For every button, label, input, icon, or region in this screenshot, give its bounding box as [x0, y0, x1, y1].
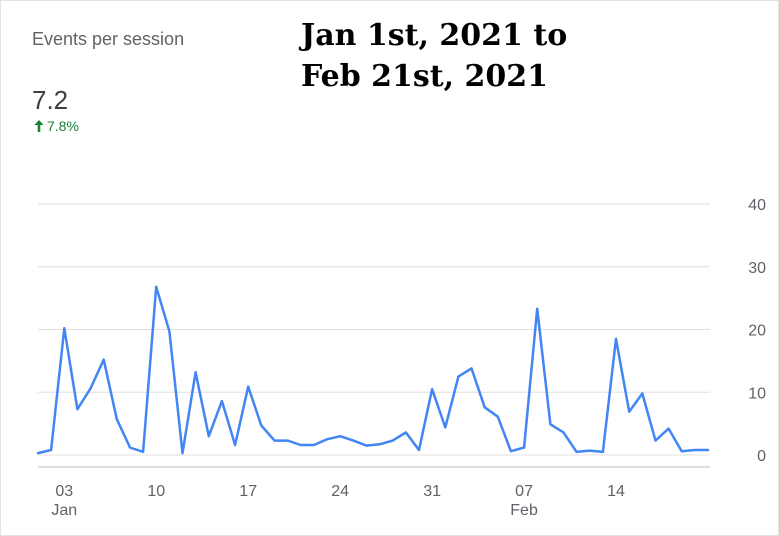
y-tick-label: 20 — [748, 323, 766, 340]
date-range-line-2: Feb 21st, 2021 — [301, 59, 549, 94]
y-tick-label: 10 — [748, 385, 766, 402]
metric-label: Events per session — [32, 29, 185, 49]
x-tick-label: 10 — [147, 483, 165, 500]
date-range-annotation: Jan 1st, 2021 to Feb 21st, 2021 — [301, 15, 771, 97]
x-tick-label: 17 — [239, 483, 257, 500]
date-range-line-1: Jan 1st, 2021 to — [301, 18, 568, 53]
x-tick-label: 03 — [55, 483, 73, 500]
y-tick-label: 0 — [757, 448, 766, 465]
x-tick-month-label: Jan — [51, 502, 77, 519]
y-tick-label: 30 — [748, 260, 766, 277]
x-tick-label: 14 — [607, 483, 625, 500]
x-tick-label: 24 — [331, 483, 349, 500]
metric-change: 7.8% — [34, 118, 79, 134]
x-tick-label: 31 — [423, 483, 441, 500]
series-line — [36, 285, 710, 455]
y-tick-label: 40 — [748, 197, 766, 214]
x-tick-month-label: Feb — [510, 502, 538, 519]
metric-change-value: 7.8% — [47, 118, 79, 134]
x-tick-label: 07 — [515, 483, 533, 500]
arrow-up-icon — [34, 120, 44, 132]
metric-value: 7.2 — [32, 85, 69, 115]
